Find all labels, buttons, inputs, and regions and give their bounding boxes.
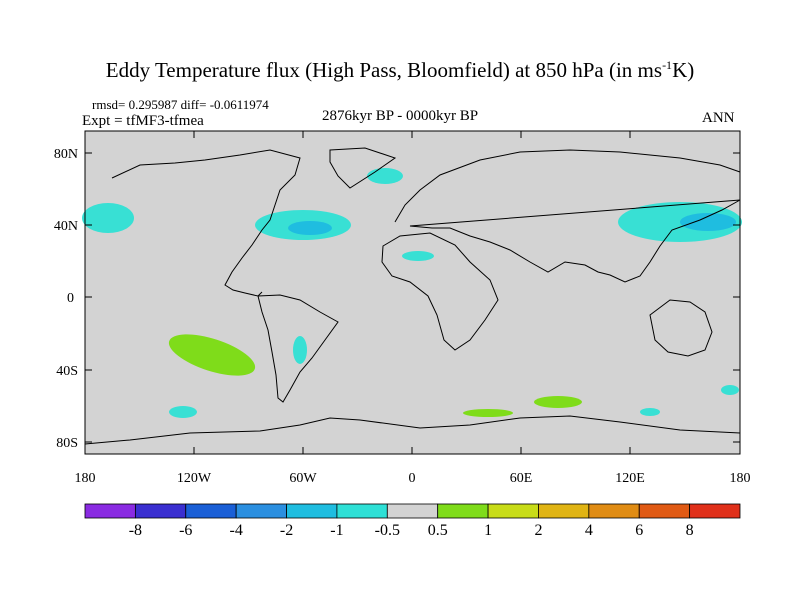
anomaly-south-atlantic-2: [534, 396, 582, 408]
colorbar-label: -1: [330, 522, 343, 539]
colorbar-box: [689, 503, 741, 519]
lon-label-180w: 180: [75, 471, 96, 486]
colorbar-box: [286, 503, 338, 519]
colorbar-label: 8: [686, 522, 694, 539]
colorbar-box: [185, 503, 237, 519]
colorbar-box: [235, 503, 287, 519]
map-title: Eddy Temperature flux (High Pass, Bloomf…: [0, 58, 800, 83]
coast-australia: [649, 299, 713, 357]
anomaly-south-pacific: [168, 334, 256, 376]
period-label: 2876kyr BP - 0000kyr BP: [322, 108, 479, 124]
anomaly-north-pacific-core: [680, 213, 736, 231]
colorbar-label: -0.5: [375, 522, 400, 539]
experiment-label: Expt = tfMF3-tfmea: [82, 113, 204, 129]
anomaly-southern-ocean-2: [640, 408, 660, 416]
colorbar-box: [538, 503, 590, 519]
anomaly-north-pacific-east: [82, 203, 134, 233]
lon-label-0: 0: [409, 471, 416, 486]
axis-ticks: [85, 131, 740, 454]
anomaly-southern-ocean-1: [169, 406, 197, 418]
colorbar-labels: -8 -6 -4 -2 -1 -0.5 0.5 1 2 4 6 8: [129, 522, 694, 539]
latitude-labels: 80N 40N 0 40S 80S: [54, 147, 78, 451]
lat-label-40n: 40N: [54, 219, 78, 234]
anomaly-africa: [402, 251, 434, 261]
colorbar-label: 6: [635, 522, 643, 539]
colorbar-label: 0.5: [428, 522, 448, 539]
colorbar-box: [134, 503, 187, 519]
colorbar-label: -4: [229, 522, 242, 539]
colorbar-box: [487, 503, 539, 519]
coast-north-america: [111, 149, 301, 297]
lat-label-0: 0: [67, 291, 74, 306]
coast-south-america: [257, 294, 339, 403]
coast-eurasia: [394, 149, 741, 283]
lat-label-80s: 80S: [56, 436, 78, 451]
lon-label-60w: 60W: [289, 471, 317, 486]
title-end: K): [672, 58, 695, 82]
lon-label-60e: 60E: [510, 471, 533, 486]
colorbar-label: 1: [484, 522, 492, 539]
colorbar-box: [588, 503, 640, 519]
colorbar-box: [336, 503, 388, 519]
anomaly-north-atlantic-core: [288, 221, 332, 235]
anomaly-south-america: [293, 336, 307, 364]
colorbar-box: [437, 503, 489, 519]
title-superscript: -1: [662, 58, 673, 72]
colorbar-box: [386, 503, 439, 519]
lon-label-120e: 120E: [615, 471, 645, 486]
anomaly-shading: [82, 168, 742, 418]
lat-label-40s: 40S: [56, 364, 78, 379]
coastlines: [84, 147, 741, 445]
lon-label-120w: 120W: [177, 471, 212, 486]
lon-label-180e: 180: [730, 471, 751, 486]
coast-africa: [381, 232, 499, 351]
colorbar-label: -6: [179, 522, 192, 539]
longitude-labels: 180 120W 60W 0 60E 120E 180: [75, 471, 751, 486]
colorbar-box: [84, 503, 136, 519]
lat-label-80n: 80N: [54, 147, 78, 162]
coast-greenland: [329, 147, 397, 189]
coast-antarctica: [84, 415, 741, 445]
colorbar-label: 2: [534, 522, 542, 539]
map-background: [85, 131, 740, 454]
season-label: ANN: [702, 110, 735, 126]
stats-text: rmsd= 0.295987 diff= -0.0611974: [92, 97, 269, 112]
colorbar-label: -8: [129, 522, 142, 539]
anomaly-south-atlantic-1: [463, 409, 513, 417]
colorbar-label: -2: [280, 522, 293, 539]
colorbar-box: [638, 503, 691, 519]
colorbar: [84, 503, 741, 519]
anomaly-southern-ocean-3: [721, 385, 739, 395]
colorbar-label: 4: [585, 522, 593, 539]
anomaly-arctic: [367, 168, 403, 184]
title-main: Eddy Temperature flux (High Pass, Bloomf…: [105, 58, 663, 82]
